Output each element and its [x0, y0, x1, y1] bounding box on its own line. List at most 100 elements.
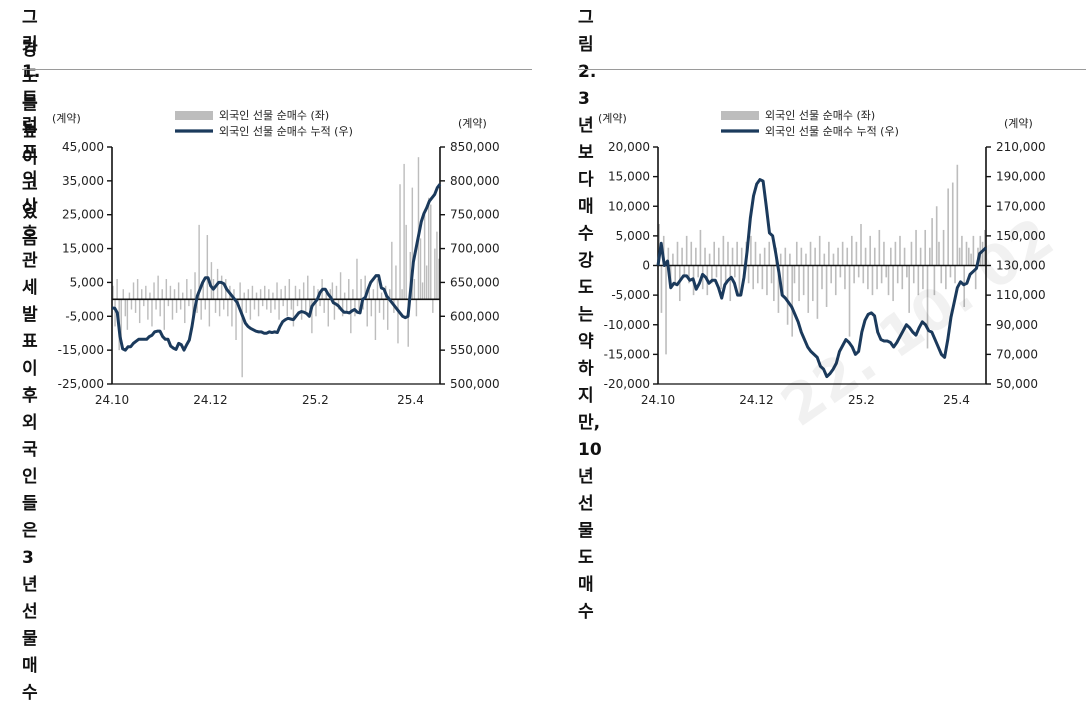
bar-130: [956, 164, 959, 266]
bar-13: [138, 299, 141, 324]
bar-96: [878, 229, 881, 266]
bar-79: [274, 299, 276, 310]
left-tick-label-0: 45,000: [62, 140, 104, 154]
right-tick-label-1: 800,000: [450, 174, 500, 188]
left-tick-label-0: 20,000: [608, 140, 650, 154]
bar-10: [681, 247, 683, 266]
bar-83: [282, 299, 284, 307]
bar-30: [727, 241, 729, 266]
bar-29: [724, 265, 727, 284]
legend-label-line: 외국인 선물 순매수 누적 (우): [219, 125, 353, 138]
bar-80: [841, 241, 844, 266]
bar-101: [319, 299, 321, 307]
bar-135: [967, 247, 970, 266]
right-tick-label-5: 110,000: [996, 288, 1046, 302]
bar-140: [399, 184, 401, 300]
bar-75: [266, 299, 268, 310]
left-tick-label-1: 15,000: [608, 170, 650, 184]
bar-34: [736, 241, 738, 266]
bar-85: [853, 265, 855, 284]
left-tick-label-7: -25,000: [58, 377, 104, 391]
bar-97: [311, 299, 313, 334]
bar-127: [949, 265, 952, 278]
bar-59: [793, 265, 796, 284]
bar-113: [343, 292, 346, 300]
bar-91: [867, 265, 869, 290]
bar-144: [407, 299, 409, 347]
bar-16: [145, 285, 147, 300]
bar-82: [846, 247, 849, 266]
bar-120: [358, 299, 360, 313]
bar-47: [208, 299, 211, 327]
bar-155: [430, 204, 432, 300]
bar-109: [335, 285, 338, 300]
bar-46: [763, 247, 766, 266]
bar-65: [807, 265, 810, 313]
bar-141: [401, 289, 403, 300]
bar-60: [795, 241, 798, 266]
bar-86: [855, 241, 858, 266]
bar-78: [837, 247, 839, 266]
bar-47: [766, 265, 768, 296]
bar-124: [942, 229, 945, 266]
bar-108: [333, 299, 336, 320]
bar-60: [235, 299, 237, 340]
bar-20: [153, 282, 155, 300]
left-unit-label: (계약): [52, 111, 81, 125]
bar-157: [434, 248, 436, 300]
bar-114: [919, 247, 922, 266]
bar-135: [389, 289, 391, 300]
bar-66: [247, 289, 250, 300]
bar-120: [933, 265, 936, 296]
bar-93: [302, 282, 305, 300]
bar-20: [704, 247, 706, 266]
bar-138: [395, 265, 397, 300]
bar-68: [251, 285, 254, 300]
bar-104: [896, 265, 899, 284]
bar-73: [825, 265, 828, 307]
bar-1: [660, 265, 663, 313]
bar-11: [134, 299, 137, 313]
bar-45: [204, 299, 206, 310]
bar-27: [720, 265, 722, 290]
bar-95: [876, 265, 878, 290]
bar-56: [786, 265, 789, 325]
right-tick-label-6: 90,000: [996, 318, 1038, 332]
bar-8: [128, 292, 131, 300]
bar-128: [951, 182, 954, 266]
bar-1: [114, 299, 116, 327]
bar-145: [409, 251, 411, 300]
bar-103: [323, 299, 325, 313]
figure-1-title-rule: [22, 69, 532, 70]
bar-136: [970, 253, 972, 266]
bar-115: [348, 279, 350, 300]
legend-label-bar: 외국인 선물 순매수 (좌): [219, 109, 329, 122]
x-tick-label-3: 25.4: [397, 393, 424, 407]
right-tick-label-3: 150,000: [996, 229, 1046, 243]
bar-27: [167, 299, 170, 307]
bar-17: [147, 299, 149, 320]
bar-61: [798, 265, 800, 302]
bar-30: [173, 289, 176, 300]
bar-22: [708, 253, 711, 266]
bar-88: [292, 299, 295, 327]
left-tick-label-2: 10,000: [608, 199, 650, 213]
bar-112: [915, 229, 917, 266]
bar-98: [313, 285, 315, 300]
bar-33: [734, 265, 736, 278]
left-tick-label-6: -15,000: [58, 343, 104, 357]
bar-33: [179, 299, 182, 310]
bar-158: [436, 231, 438, 300]
left-tick-label-2: 25,000: [62, 208, 104, 222]
bar-36: [186, 279, 188, 300]
bar-133: [963, 265, 966, 307]
left-tick-label-1: 35,000: [62, 174, 104, 188]
bar-39: [747, 265, 750, 284]
bar-2: [116, 279, 118, 300]
bar-87: [290, 299, 293, 310]
bar-25: [715, 265, 718, 278]
bar-131: [380, 292, 383, 300]
x-tick-label-0: 24.10: [641, 393, 675, 407]
bar-35: [738, 265, 741, 296]
bar-58: [231, 299, 233, 327]
